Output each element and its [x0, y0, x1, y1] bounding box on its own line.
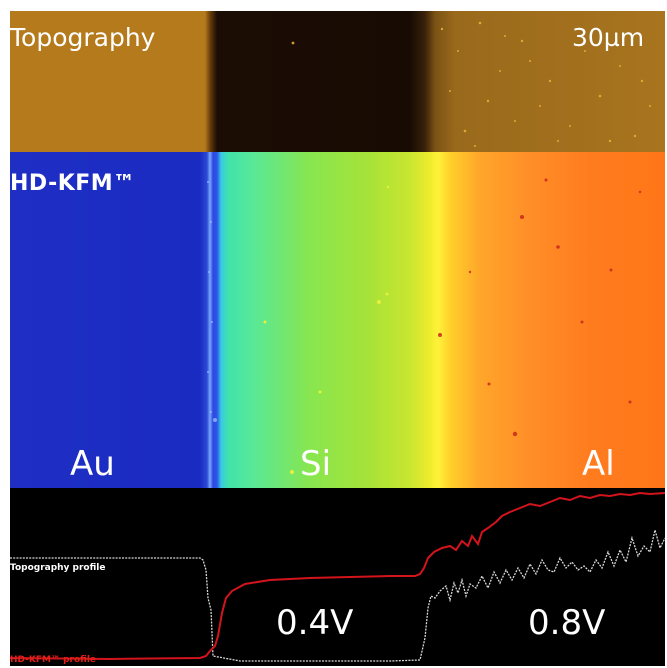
potential-label-1: 0.4V	[276, 603, 354, 643]
potential-label-2: 0.8V	[528, 603, 606, 643]
scale-label: 30µm	[572, 23, 645, 52]
topography-profile-label: Topography profile	[10, 563, 106, 573]
aluminum-region-label: Al	[582, 444, 615, 484]
topography-profile-trace	[10, 529, 665, 662]
topography-panel	[10, 11, 665, 152]
kfm-speckle	[207, 178, 642, 474]
kfm-profile-label: HD-KFM™ profile	[10, 655, 97, 665]
topography-title: Topography	[10, 23, 156, 52]
kfm-title: HD-KFM™	[10, 171, 136, 196]
kfm-profile-trace	[10, 491, 665, 661]
profile-panel	[10, 488, 665, 666]
topography-speckle	[291, 21, 651, 147]
gold-region-label: Au	[70, 444, 115, 484]
silicon-region-label: Si	[300, 444, 332, 484]
afm-image-figure: Topography 30µm HD-KFM™ Au Si Al Topogra…	[10, 11, 665, 666]
profile-plot	[10, 491, 665, 662]
kfm-panel	[10, 152, 665, 488]
